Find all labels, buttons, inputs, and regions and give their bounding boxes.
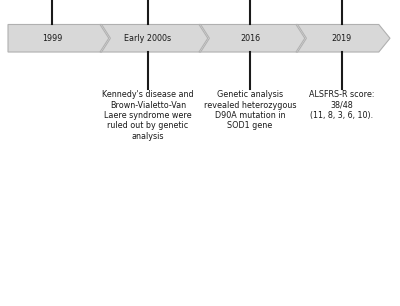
Text: 2016: 2016	[240, 34, 260, 43]
Text: 2019: 2019	[332, 34, 352, 43]
Text: Early 2000s: Early 2000s	[124, 34, 172, 43]
Polygon shape	[199, 24, 210, 52]
Text: Kennedy's disease and
Brown-Vialetto-Van
Laere syndrome were
ruled out by geneti: Kennedy's disease and Brown-Vialetto-Van…	[102, 90, 194, 141]
Text: Genetic analysis
revealed heterozygous
D90A mutation in
SOD1 gene: Genetic analysis revealed heterozygous D…	[204, 90, 296, 130]
Text: ALSFRS-R score:
38/48
(11, 8, 3, 6, 10).: ALSFRS-R score: 38/48 (11, 8, 3, 6, 10).	[309, 90, 375, 120]
Text: 1999: 1999	[42, 34, 62, 43]
Polygon shape	[296, 24, 306, 52]
Polygon shape	[8, 24, 390, 52]
Polygon shape	[100, 24, 110, 52]
